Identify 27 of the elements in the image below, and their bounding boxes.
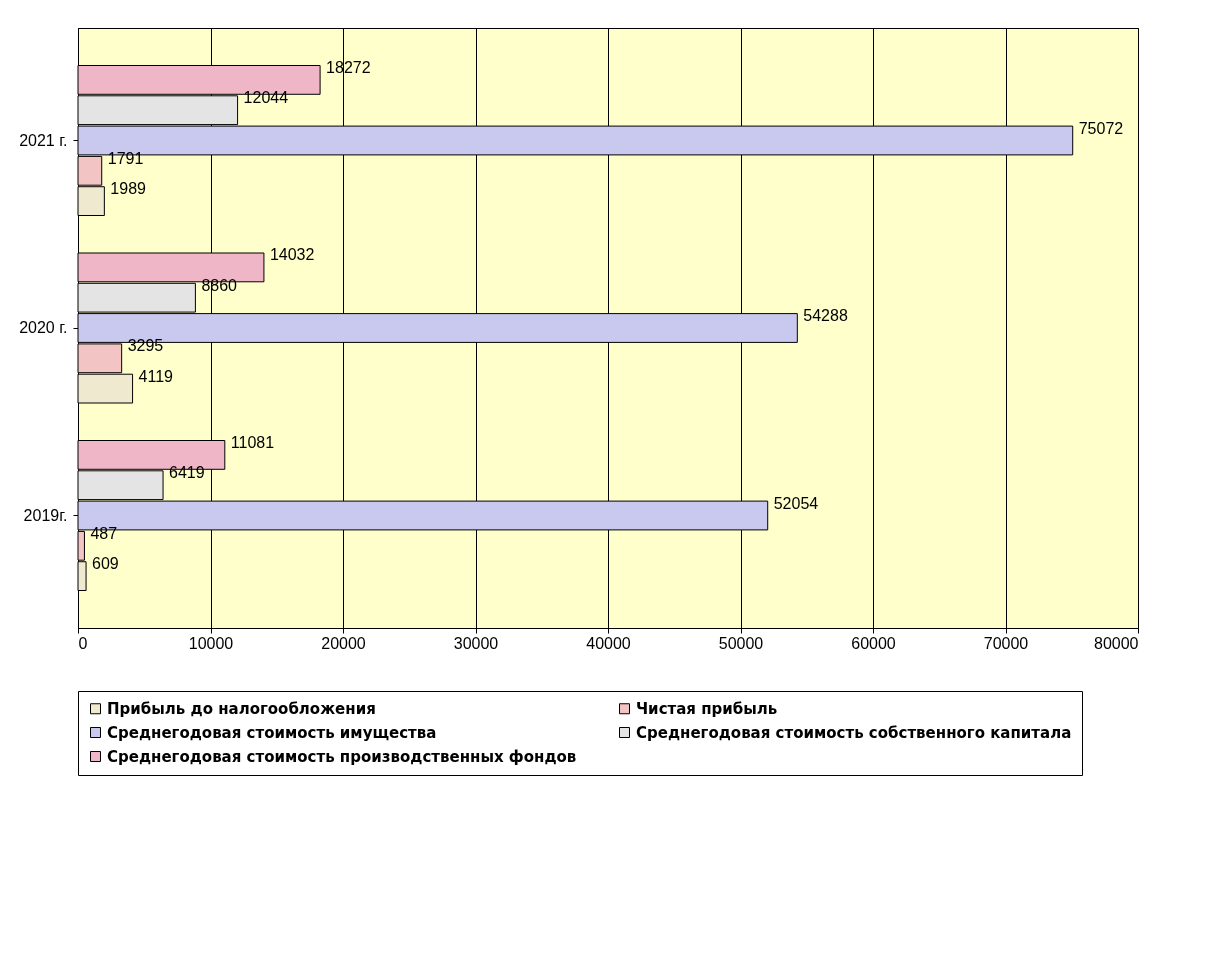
x-tick-label: 60000 <box>851 634 896 652</box>
y-tick-label: 2019г. <box>23 506 68 524</box>
data-label: 11081 <box>230 433 275 451</box>
legend-label: Среднегодовая стоимость собственного капитала <box>636 723 1072 742</box>
legend-label: Среднегодовая стоимость производственных фондов <box>107 747 577 766</box>
data-label: 487 <box>90 524 118 542</box>
data-label: 4119 <box>138 367 174 385</box>
x-tick-label: 30000 <box>453 634 499 652</box>
x-tick-label: 50000 <box>718 634 764 652</box>
data-label: 609 <box>92 555 119 573</box>
y-tick-label: 2021 г. <box>19 131 68 149</box>
legend-label: Среднегодовая стоимость имущества <box>107 723 437 742</box>
y-tick-label: 2020 г. <box>19 319 68 336</box>
legend-label: Прибыль до налогообложения <box>107 699 376 718</box>
legend-label: Чистая прибыль <box>636 699 778 718</box>
data-label: 1791 <box>107 149 144 167</box>
x-tick-label: 40000 <box>586 634 631 652</box>
x-tick-label: 80000 <box>1094 634 1139 652</box>
x-tick-label: 0 <box>78 634 88 652</box>
data-label: 14032 <box>269 246 315 264</box>
data-label: 75072 <box>1078 119 1124 137</box>
x-tick-label: 20000 <box>321 634 366 652</box>
data-label: 52054 <box>773 494 819 512</box>
data-label: 1989 <box>110 180 147 198</box>
x-tick-label: 70000 <box>983 634 1029 652</box>
data-label: 54288 <box>803 307 848 324</box>
x-tick-label: 10000 <box>188 634 234 652</box>
